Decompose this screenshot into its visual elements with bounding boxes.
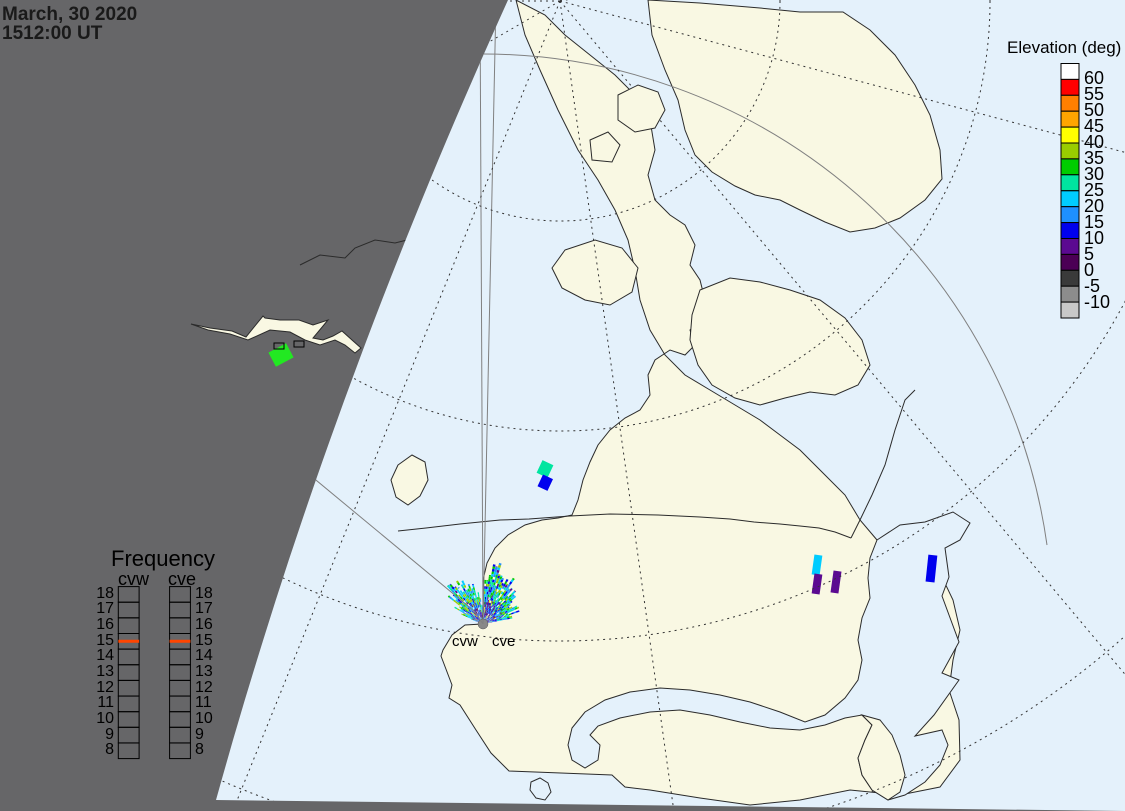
svg-text:8: 8 (195, 741, 204, 758)
svg-text:10: 10 (96, 710, 114, 727)
svg-text:cve: cve (168, 569, 196, 589)
svg-text:1512:00 UT: 1512:00 UT (2, 23, 103, 44)
svg-text:16: 16 (195, 616, 213, 633)
svg-text:Elevation (deg): Elevation (deg) (1007, 38, 1121, 57)
svg-text:13: 13 (96, 663, 114, 680)
svg-text:16: 16 (96, 616, 114, 633)
svg-text:cvw: cvw (118, 569, 150, 589)
svg-text:11: 11 (195, 694, 212, 711)
svg-text:10: 10 (195, 710, 213, 727)
svg-text:8: 8 (105, 741, 114, 758)
svg-text:-10: -10 (1084, 292, 1110, 312)
svg-text:cvw: cvw (452, 633, 478, 650)
svg-text:14: 14 (96, 647, 114, 664)
svg-text:cve: cve (492, 633, 515, 650)
svg-text:March, 30 2020: March, 30 2020 (2, 4, 137, 25)
svg-text:13: 13 (195, 663, 213, 680)
svg-text:11: 11 (97, 694, 114, 711)
svg-text:17: 17 (96, 600, 114, 617)
svg-text:14: 14 (195, 647, 213, 664)
svg-text:Frequency: Frequency (111, 546, 215, 571)
svg-text:17: 17 (195, 600, 213, 617)
